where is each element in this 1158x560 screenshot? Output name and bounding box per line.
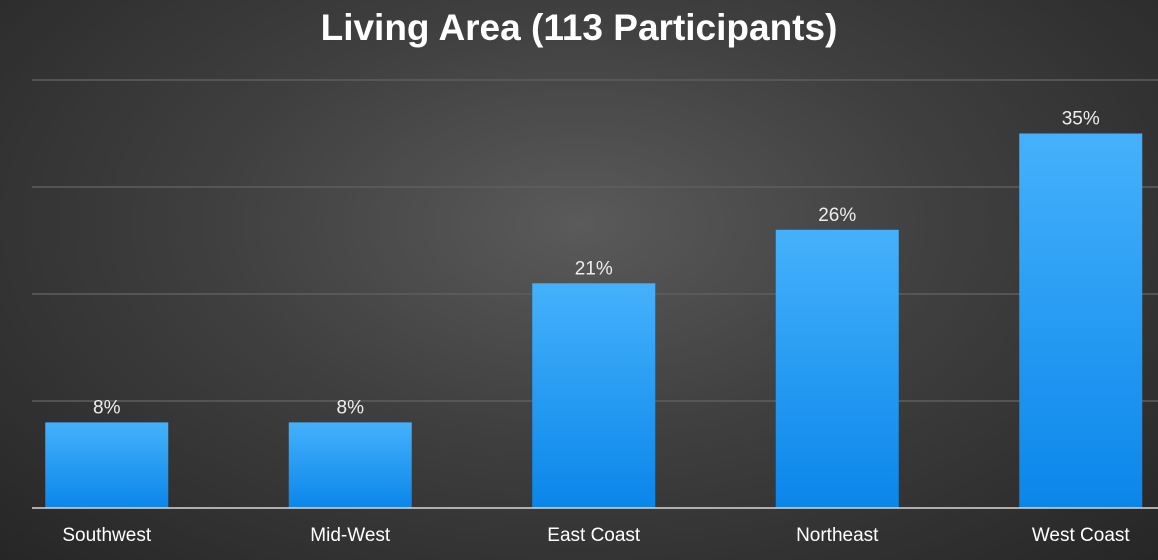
category-label: Southwest: [62, 525, 151, 546]
data-labels: 8% 8% 21% 26% 35%: [93, 109, 1100, 419]
category-labels: Southwest Mid-West East Coast Northeast West…: [62, 525, 1130, 546]
category-label: Mid-West: [310, 525, 391, 546]
bar-west-coast: [1019, 133, 1143, 508]
bars: [45, 133, 1143, 509]
bar-east-coast: [532, 283, 656, 508]
bar-northeast: [775, 229, 899, 509]
data-label: 26%: [818, 205, 856, 226]
category-label: East Coast: [547, 525, 641, 546]
data-label: 21%: [575, 258, 613, 279]
bar-mid-west: [288, 422, 412, 508]
category-label: West Coast: [1032, 525, 1131, 546]
chart-title: Living Area (113 Participants): [321, 7, 838, 48]
data-label: 35%: [1062, 109, 1100, 130]
data-label: 8%: [93, 397, 121, 418]
data-label: 8%: [337, 397, 365, 418]
category-label: Northeast: [796, 525, 879, 546]
bar-southwest: [45, 422, 169, 508]
